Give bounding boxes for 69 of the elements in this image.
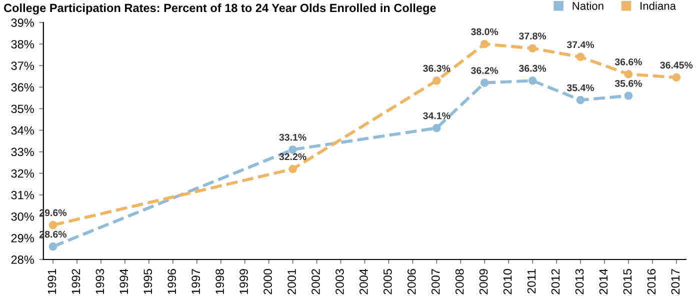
point xyxy=(576,96,585,104)
x-tick-label: 2002 xyxy=(312,269,320,294)
x-tick-label: 2012 xyxy=(551,269,560,294)
data-label: 35.6% xyxy=(614,80,642,87)
point xyxy=(432,124,441,132)
x-tick-label: 2011 xyxy=(527,269,536,294)
data-label: 36.6% xyxy=(614,58,642,66)
data-label: 34.1% xyxy=(423,112,450,120)
x-tick-label: 2016 xyxy=(647,269,656,294)
point xyxy=(48,220,58,230)
point xyxy=(48,242,58,251)
point xyxy=(480,40,489,48)
x-tick-label: 2015 xyxy=(623,269,632,294)
x-tick-label: 2001 xyxy=(288,269,296,294)
x-tick-label: 2013 xyxy=(575,269,584,294)
x-tick-label: 2000 xyxy=(264,268,272,294)
data-label: 33.1% xyxy=(279,134,306,141)
y-tick-label: 32% xyxy=(11,169,34,178)
x-tick-label: 1996 xyxy=(168,269,176,294)
point xyxy=(624,70,633,78)
point xyxy=(576,52,585,62)
y-tick-label: 38% xyxy=(11,40,34,48)
y-tick-label: 33% xyxy=(11,148,34,156)
data-label: 36.3% xyxy=(423,64,450,72)
x-tick-label: 2007 xyxy=(431,269,440,294)
x-tick-label: 2014 xyxy=(599,268,608,294)
y-tick-label: 30% xyxy=(11,212,34,221)
x-tick-label: 1995 xyxy=(144,269,152,294)
y-tick-label: 39% xyxy=(11,18,34,27)
x-tick-label: 1992 xyxy=(72,269,80,294)
y-tick-label: 36% xyxy=(11,83,34,92)
data-label: 35.4% xyxy=(566,84,594,92)
x-tick-label: 1997 xyxy=(192,269,200,294)
data-label: 36.45% xyxy=(660,62,693,69)
x-tick-label: 1998 xyxy=(216,269,224,294)
x-tick-label: 1994 xyxy=(120,268,128,294)
legend-label: Indiana xyxy=(640,2,676,10)
y-tick-label: 29% xyxy=(11,234,34,242)
point xyxy=(672,73,681,82)
x-tick-label: 2009 xyxy=(479,269,488,294)
x-tick-label: 1993 xyxy=(96,269,104,294)
x-tick-label: 2006 xyxy=(407,269,416,294)
x-tick-label: 1999 xyxy=(240,269,248,294)
data-label: 36.3% xyxy=(518,64,546,72)
x-tick-label: 1991 xyxy=(48,269,56,294)
point xyxy=(528,76,537,85)
x-tick-label: 2010 xyxy=(503,268,512,294)
data-label: 32.2% xyxy=(279,153,306,160)
x-tick-label: 2003 xyxy=(336,269,344,294)
y-tick-label: 34% xyxy=(11,126,34,135)
point xyxy=(480,78,489,87)
point xyxy=(288,164,297,174)
data-label: 37.8% xyxy=(518,32,546,40)
y-tick-label: 28% xyxy=(11,256,34,264)
y-tick-label: 35% xyxy=(11,104,34,114)
y-tick-label: 31% xyxy=(11,190,34,200)
x-tick-label: 2017 xyxy=(671,269,680,294)
legend-label: Nation xyxy=(572,2,604,10)
x-tick-label: 2005 xyxy=(383,269,392,294)
data-label: 36.2% xyxy=(471,67,498,74)
data-label: 37.4% xyxy=(566,41,594,48)
point xyxy=(624,92,633,100)
x-tick-label: 2004 xyxy=(360,268,368,294)
point xyxy=(432,76,441,85)
x-tick-label: 2008 xyxy=(455,269,464,294)
y-tick-label: 37% xyxy=(11,62,34,70)
chart-title: College Participation Rates: Percent of 18 to 24 Year Olds Enrolled in College xyxy=(4,3,436,15)
point xyxy=(528,44,537,53)
data-label: 38.0% xyxy=(471,28,498,36)
